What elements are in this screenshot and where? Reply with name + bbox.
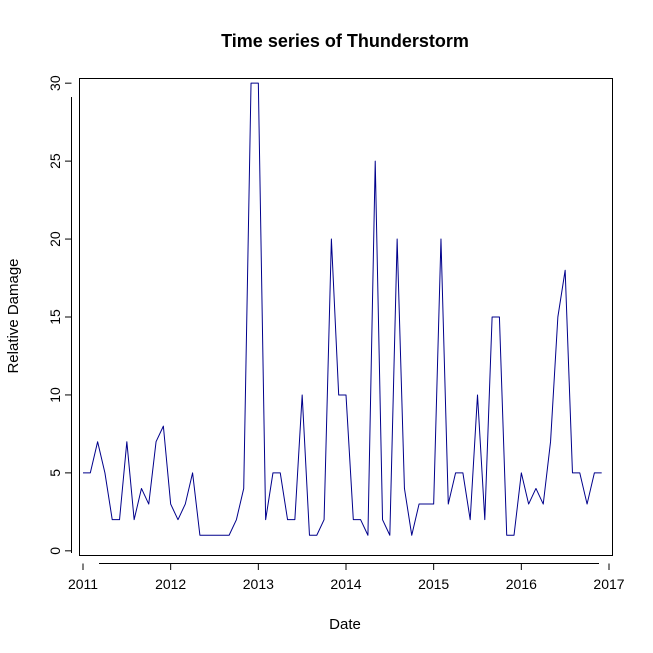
x-tick-label: 2015 <box>418 576 449 592</box>
x-axis-ticks: 2011 2012 2013 2014 2015 2016 2017 <box>68 563 625 592</box>
y-tick-label: 0 <box>47 547 63 555</box>
y-tick-label: 10 <box>47 387 63 403</box>
y-tick-label: 20 <box>47 231 63 247</box>
x-tick-label: 2016 <box>506 576 537 592</box>
y-tick-label: 30 <box>47 75 63 91</box>
y-axis-label: Relative Damage <box>5 258 22 373</box>
series-line <box>83 82 602 536</box>
y-tick-label: 5 <box>47 469 63 477</box>
plot-area-frame <box>79 78 613 556</box>
x-tick-label: 2014 <box>330 576 361 592</box>
y-tick-label: 15 <box>47 309 63 325</box>
x-tick-label: 2013 <box>243 576 274 592</box>
y-tick-label: 25 <box>47 153 63 169</box>
y-axis-ticks: 0 5 10 15 20 25 30 <box>47 75 72 555</box>
chart-title: Time series of Thunderstorm <box>221 31 469 51</box>
series-layer <box>83 82 602 536</box>
x-tick-label: 2011 <box>68 576 98 592</box>
x-tick-label: 2017 <box>593 576 624 592</box>
x-tick-label: 2012 <box>155 576 186 592</box>
x-axis-label: Date <box>329 616 361 633</box>
